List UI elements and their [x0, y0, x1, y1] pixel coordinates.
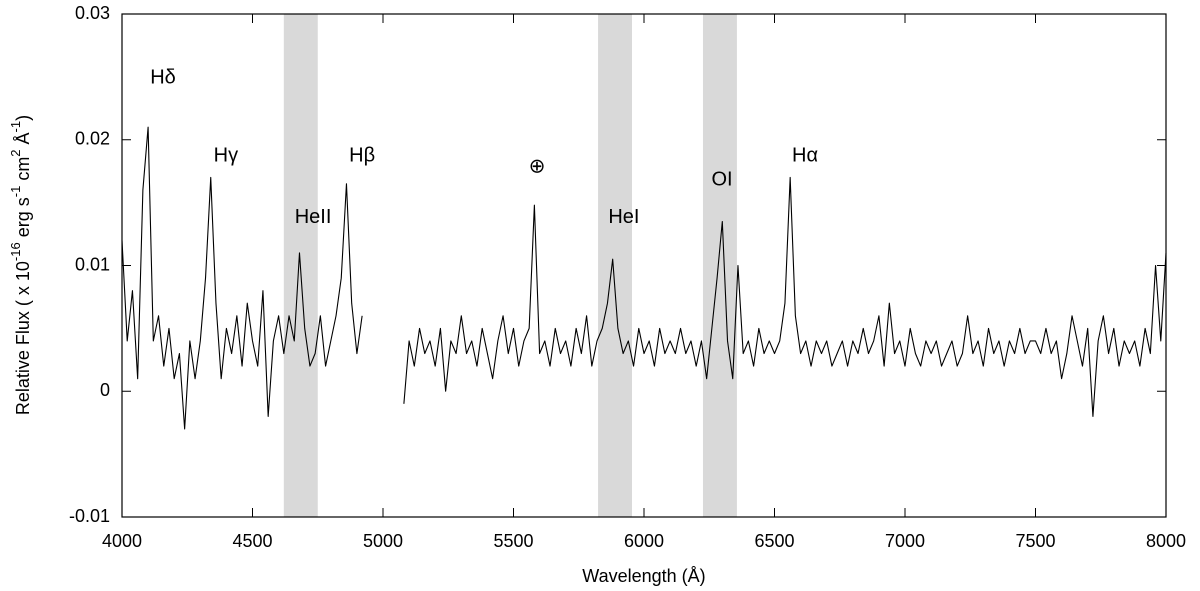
- y-axis-label: Relative Flux ( x 10-16 erg s-1 cm2 Å-1): [8, 115, 32, 415]
- x-tick-label: 7000: [885, 531, 925, 551]
- x-tick-label: 8000: [1146, 531, 1186, 551]
- annotation: Hδ: [150, 66, 176, 88]
- y-axis-label-part: ): [13, 115, 33, 121]
- y-axis-label-superscript: -1: [8, 121, 23, 133]
- x-tick-label: 4000: [102, 531, 142, 551]
- annotation: Hγ: [214, 144, 238, 166]
- shaded-region: [598, 14, 632, 517]
- y-axis-label-part: Relative Flux ( x 10: [13, 261, 33, 415]
- y-tick-label: 0.03: [75, 3, 110, 23]
- x-tick-label: 6000: [624, 531, 664, 551]
- annotation: HeI: [608, 206, 639, 228]
- y-tick-label: -0.01: [69, 506, 110, 526]
- x-axis-label: Wavelength (Å): [582, 566, 705, 586]
- annotation: HeII: [295, 206, 332, 228]
- y-axis-label-superscript: 2: [8, 149, 23, 156]
- annotation: Hα: [792, 144, 818, 166]
- spectrum-line: [121, 126, 1167, 430]
- y-tick-label: 0.01: [75, 254, 110, 274]
- y-tick-label: 0: [100, 380, 110, 400]
- annotation: Hβ: [349, 144, 375, 166]
- y-axis-label-superscript: -1: [8, 186, 23, 198]
- x-tick-label: 7500: [1015, 531, 1055, 551]
- x-tick-label: 5000: [363, 531, 403, 551]
- y-axis-label-superscript: -16: [8, 242, 23, 261]
- annotation: OI: [711, 168, 732, 190]
- y-axis-label-part: Å: [13, 132, 33, 149]
- x-tick-label: 6500: [754, 531, 794, 551]
- plot-frame: [121, 13, 1167, 518]
- shaded-region: [702, 14, 737, 517]
- y-axis-label-part: cm: [13, 157, 33, 186]
- y-tick-label: 0.02: [75, 129, 110, 149]
- annotation: ⊕: [529, 156, 546, 178]
- x-tick-label: 4500: [232, 531, 272, 551]
- x-tick-label: 5500: [493, 531, 533, 551]
- y-axis-label-part: erg s: [13, 197, 33, 242]
